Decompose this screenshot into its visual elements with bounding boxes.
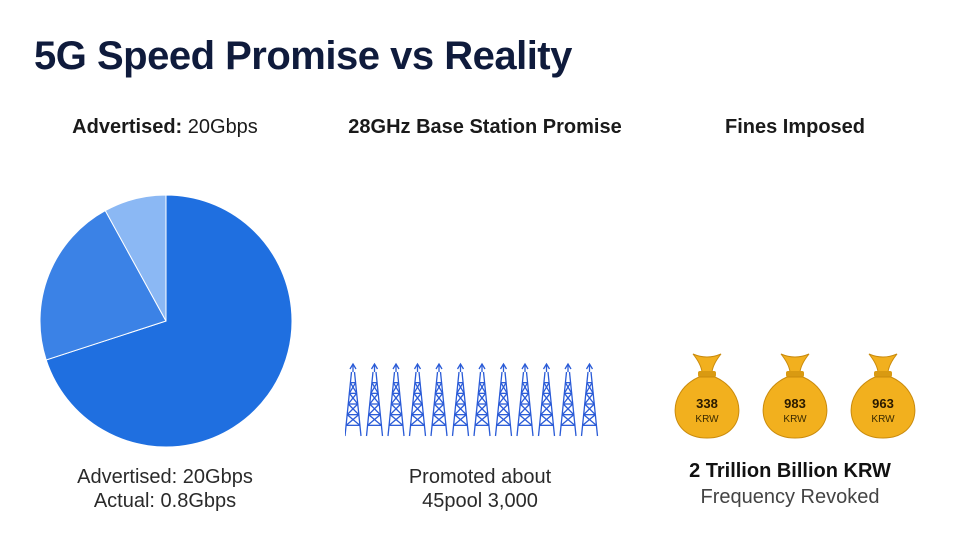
transmission-tower-icon [345,362,362,437]
transmission-tower-icon [537,362,556,437]
bag-unit: KRW [871,414,895,425]
transmission-tower-icon [580,362,599,437]
bag-amount: 963 [872,396,894,411]
speed-caption-advertised: Advertised: 20Gbps [77,466,253,488]
money-bag-icon: 338 KRW [674,353,740,439]
money-bag-icon: 983 KRW [762,353,828,439]
speed-heading-light: 20Gbps [182,116,258,138]
stations-caption-line1: Promoted about [408,466,552,488]
bag-unit: KRW [695,414,719,425]
transmission-tower-icon [387,362,405,437]
transmission-tower-icon [365,362,384,437]
transmission-tower-icon [494,362,513,437]
pie-slice-3 [104,194,167,322]
speed-caption-actual: Actual: 0.8Gbps [93,490,237,512]
transmission-tower-icon [430,362,448,437]
fines-panel-title: Fines Imposed [724,116,866,138]
bag-unit: KRW [783,414,807,425]
speed-heading-bold: Advertised: [72,116,183,138]
transmission-tower-icon [473,362,491,437]
transmission-tower-icon [451,362,470,437]
speed-panel-title: Advertised: 20Gbps [40,116,290,139]
page-title: 5G Speed Promise vs Reality [34,34,572,78]
pie-slice-2 [39,209,167,361]
bag-amount: 338 [696,396,718,411]
transmission-tower-icon [559,362,577,437]
base-station-pictogram [345,362,599,437]
money-bag-icon: 963 KRW [850,353,916,439]
stations-caption-line2: 45pool 3,000 [422,490,538,512]
speed-pie-chart [39,194,293,448]
transmission-tower-icon [408,362,427,437]
pie-slice-1 [45,194,293,448]
fines-caption-amount: 2 Trillion Billion KRW [689,460,891,482]
stations-panel-title: 28GHz Base Station Promise [348,116,622,138]
bag-amount: 983 [784,396,806,411]
transmission-tower-icon [516,362,534,437]
fines-pictogram: 338 KRW 983 KRW 963 KRW [674,353,916,439]
fines-caption-revoked: Frequency Revoked [700,486,880,508]
